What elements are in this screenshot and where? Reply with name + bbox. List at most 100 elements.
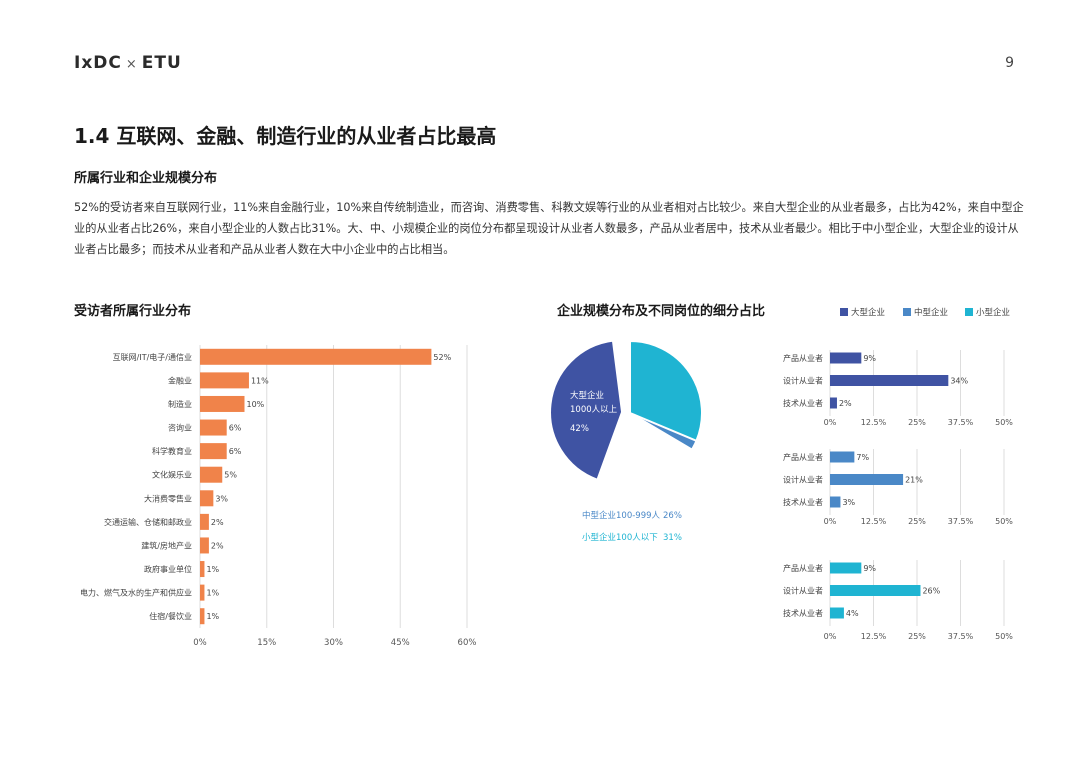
size-chart-title: 企业规模分布及不同岗位的细分占比 — [557, 304, 766, 319]
pie-slice — [629, 339, 703, 443]
role-bar — [830, 397, 837, 409]
role-category-label: 技术从业者 — [783, 398, 823, 408]
role-x-tick: 0% — [824, 418, 837, 427]
industry-category-label: 大消费零售业 — [144, 493, 192, 503]
role-value-label: 7% — [856, 453, 869, 462]
role-x-tick: 50% — [995, 632, 1013, 641]
role-value-label: 9% — [863, 564, 876, 573]
role-category-label: 产品从业者 — [783, 452, 823, 462]
role-value-label: 26% — [922, 587, 940, 596]
role-bar — [830, 474, 904, 485]
industry-value-label: 5% — [224, 471, 237, 480]
role-category-label: 设计从业者 — [783, 475, 823, 485]
industry-bar — [200, 466, 223, 483]
legend-swatch — [903, 308, 911, 316]
pie-label-small: 小型企业100人以下 — [582, 532, 658, 543]
legend-swatch — [965, 308, 973, 316]
pie-slice — [549, 339, 624, 482]
role-x-tick: 12.5% — [861, 632, 887, 641]
role-x-tick: 0% — [824, 632, 837, 641]
brand-logo: IxDC × ETU — [74, 53, 182, 73]
role-category-label: 产品从业者 — [783, 353, 823, 363]
industry-value-label: 1% — [206, 565, 219, 574]
role-bar — [830, 496, 841, 508]
role-bar — [830, 451, 855, 463]
pie-value-large: 42% — [570, 424, 589, 434]
industry-value-label: 52% — [433, 353, 451, 362]
role-x-tick: 12.5% — [861, 517, 887, 526]
industry-value-label: 11% — [251, 376, 269, 385]
pie-value-medium: 26% — [663, 511, 682, 521]
role-x-tick: 37.5% — [948, 517, 974, 526]
page-number: 9 — [1005, 55, 1014, 71]
industry-value-label: 10% — [247, 400, 265, 409]
industry-bar — [200, 419, 227, 436]
role-x-tick: 25% — [908, 418, 926, 427]
brand-ixdc: IxDC — [74, 53, 122, 73]
industry-bar — [200, 372, 249, 389]
industry-category-label: 科学教育业 — [152, 446, 192, 456]
industry-value-label: 2% — [211, 518, 224, 527]
role-category-label: 技术从业者 — [783, 608, 823, 618]
industry-value-label: 1% — [206, 612, 219, 621]
role-bar — [830, 607, 844, 619]
role-x-tick: 25% — [908, 632, 926, 641]
industry-category-label: 金融业 — [168, 375, 192, 385]
pie-value-small: 31% — [663, 533, 682, 543]
industry-x-tick: 30% — [324, 638, 343, 648]
industry-x-tick: 45% — [391, 638, 410, 648]
industry-value-label: 6% — [229, 424, 242, 433]
role-bar — [830, 375, 949, 386]
role-x-tick: 50% — [995, 517, 1013, 526]
legend-label: 大型企业 — [851, 307, 885, 318]
role-x-tick: 25% — [908, 517, 926, 526]
industry-value-label: 6% — [229, 447, 242, 456]
industry-x-tick: 15% — [257, 638, 276, 648]
role-bar — [830, 585, 921, 596]
industry-value-label: 3% — [215, 494, 228, 503]
role-x-tick: 37.5% — [948, 418, 974, 427]
industry-category-label: 文化娱乐业 — [152, 470, 192, 480]
pie-label-medium: 中型企业100-999人 — [582, 510, 661, 521]
role-value-label: 2% — [839, 399, 852, 408]
legend-label: 中型企业 — [914, 307, 948, 318]
role-value-label: 4% — [846, 609, 859, 618]
industry-value-label: 2% — [211, 541, 224, 550]
industry-value-label: 1% — [206, 589, 219, 598]
role-value-label: 34% — [950, 377, 968, 386]
industry-category-label: 建筑/房地产业 — [141, 540, 192, 550]
section-title: 1.4 互联网、金融、制造行业的从业者占比最高 — [74, 124, 497, 148]
industry-x-tick: 0% — [193, 638, 207, 648]
industry-category-label: 住宿/餐饮业 — [149, 611, 192, 621]
industry-category-label: 互联网/IT/电子/通信业 — [113, 352, 192, 362]
industry-category-label: 交通运输、仓储和邮政业 — [104, 517, 192, 527]
industry-chart-title: 受访者所属行业分布 — [74, 304, 192, 319]
role-value-label: 3% — [842, 498, 855, 507]
industry-bar — [200, 584, 205, 601]
role-category-label: 设计从业者 — [783, 376, 823, 386]
pie-label-large-line2: 1000人以上 — [570, 405, 618, 415]
industry-category-label: 咨询业 — [168, 423, 192, 433]
brand-separator: × — [125, 57, 138, 72]
legend-swatch — [840, 308, 848, 316]
industry-bar — [200, 490, 214, 507]
role-category-label: 产品从业者 — [783, 563, 823, 573]
legend-label: 小型企业 — [976, 307, 1010, 318]
brand-etu: ETU — [141, 53, 182, 73]
section-paragraph: 52%的受访者来自互联网行业，11%来自金融行业，10%来自传统制造业，而咨询、… — [74, 201, 1024, 256]
industry-bar — [200, 561, 205, 578]
role-value-label: 21% — [905, 476, 923, 485]
role-x-tick: 12.5% — [861, 418, 887, 427]
industry-category-label: 政府事业单位 — [144, 564, 192, 574]
industry-bar — [200, 608, 205, 625]
role-x-tick: 50% — [995, 418, 1013, 427]
industry-bar — [200, 443, 227, 460]
industry-category-label: 制造业 — [168, 399, 192, 409]
industry-bar — [200, 348, 432, 365]
role-bar — [830, 352, 862, 364]
role-category-label: 技术从业者 — [783, 497, 823, 507]
industry-x-tick: 60% — [458, 638, 477, 648]
role-bar — [830, 562, 862, 574]
pie-label-large-line1: 大型企业 — [570, 390, 604, 401]
